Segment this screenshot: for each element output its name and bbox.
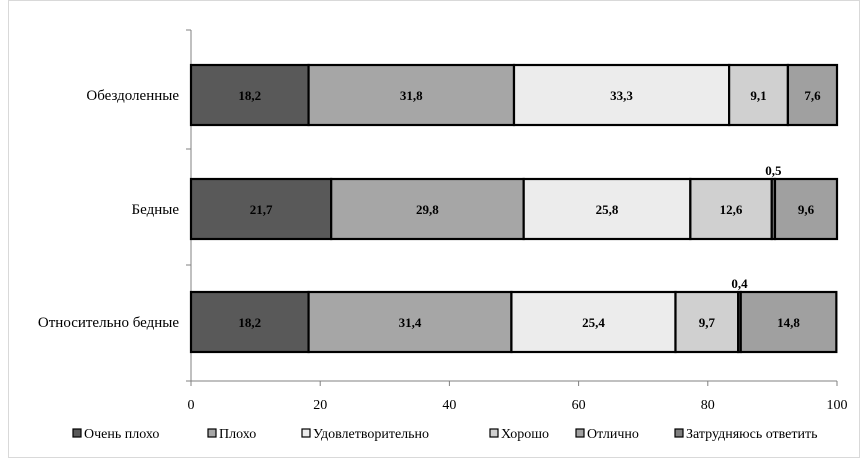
value-label-плохо-1: 29,8 [416, 202, 439, 217]
legend-swatch-затрудняюсь-ответить [674, 428, 684, 438]
bar-плохо-2 [307, 290, 513, 354]
value-label-очень-плохо-0: 18,2 [238, 88, 261, 103]
legend-label-отлично: Отлично [587, 427, 639, 442]
value-label-хорошо-1: 12,6 [720, 202, 743, 217]
bar-удовлетворительно-2 [510, 290, 677, 354]
x-tick-label-40: 40 [442, 398, 456, 413]
bar-отлично-2 [739, 290, 838, 354]
legend-swatch-очень-плохо [72, 428, 82, 438]
category-label-0: Обездоленные [86, 88, 179, 104]
value-label-хорошо-2: 9,7 [699, 315, 716, 330]
bar-очень-плохо-1 [189, 177, 333, 241]
value-label-отлично-1: 9,6 [798, 202, 815, 217]
bar-отлично-0 [786, 63, 839, 127]
value-label-очень-плохо-2: 18,2 [238, 315, 261, 330]
legend-swatch-хорошо [489, 428, 499, 438]
bar-хорошо-1 [689, 177, 773, 241]
value-label-плохо-2: 31,4 [399, 315, 422, 330]
bar-отлично-1 [773, 177, 839, 241]
value-label-отлично-2: 14,8 [777, 315, 800, 330]
value-label-очень-плохо-1: 21,7 [250, 202, 273, 217]
value-label-хорошо-0: 9,1 [750, 88, 766, 103]
category-label-1: Бедные [132, 202, 180, 218]
x-tick-label-100: 100 [827, 398, 848, 413]
legend-swatch-удовлетворительно [301, 428, 311, 438]
bar-очень-плохо-0 [189, 63, 310, 127]
value-label-плохо-0: 31,8 [400, 88, 423, 103]
bar-удовлетворительно-0 [512, 63, 731, 127]
value-label-удовлетворительно-0: 33,3 [610, 88, 633, 103]
legend-label-удовлетворительно: Удовлетворительно [313, 427, 429, 442]
bar-удовлетворительно-1 [522, 177, 692, 241]
bar-плохо-0 [307, 63, 516, 127]
value-label-затрудняюсь-ответить-2: 0,4 [731, 276, 748, 291]
legend-swatch-плохо [207, 428, 217, 438]
category-label-2: Относительно бедные [38, 315, 179, 331]
legend-label-плохо: Плохо [219, 427, 256, 442]
x-tick-label-20: 20 [313, 398, 327, 413]
x-tick-label-60: 60 [572, 398, 586, 413]
value-label-удовлетворительно-2: 25,4 [582, 315, 605, 330]
x-tick-label-80: 80 [701, 398, 715, 413]
value-label-отлично-0: 7,6 [804, 88, 821, 103]
value-label-удовлетворительно-1: 25,8 [596, 202, 619, 217]
legend-label-очень-плохо: Очень плохо [84, 427, 159, 442]
x-tick-label-0: 0 [188, 398, 195, 413]
legend-label-хорошо: Хорошо [501, 427, 549, 442]
bar-хорошо-0 [728, 63, 790, 127]
legend-swatch-отлично [575, 428, 585, 438]
legend-label-затрудняюсь-ответить: Затрудняюсь ответить [686, 427, 818, 442]
value-label-затрудняюсь-ответить-1: 0,5 [765, 163, 782, 178]
